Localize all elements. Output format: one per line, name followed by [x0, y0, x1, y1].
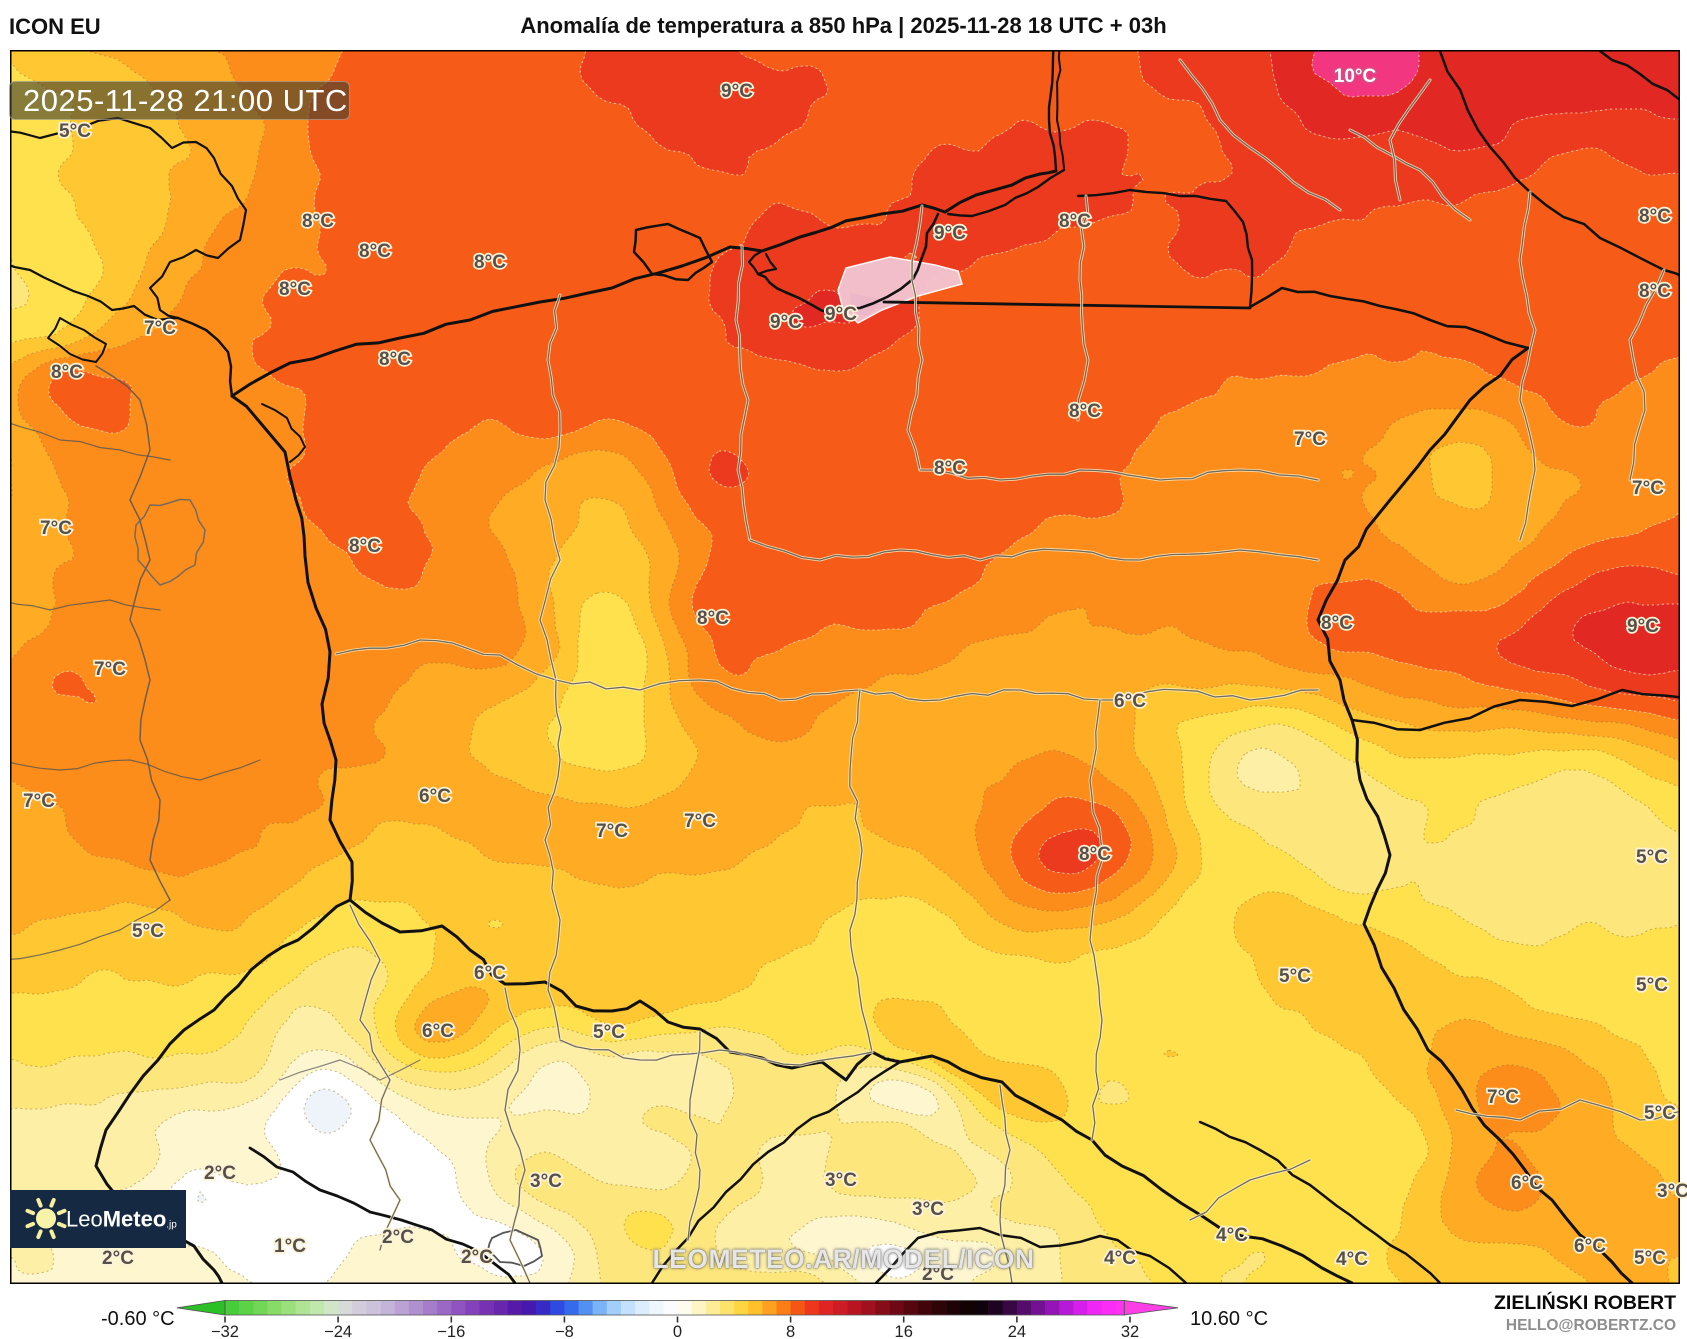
svg-text:10°C: 10°C [1334, 66, 1377, 87]
svg-text:4°C: 4°C [1336, 1249, 1368, 1270]
svg-text:6°C: 6°C [1114, 691, 1146, 712]
svg-text:8°C: 8°C [349, 536, 381, 557]
svg-text:4°C: 4°C [1216, 1225, 1248, 1246]
svg-text:3°C: 3°C [912, 1199, 944, 1220]
svg-text:2°C: 2°C [461, 1247, 493, 1268]
svg-text:3°C: 3°C [530, 1171, 562, 1192]
svg-text:6°C: 6°C [422, 1021, 454, 1042]
svg-text:−16: −16 [437, 1323, 465, 1339]
svg-text:8°C: 8°C [1069, 401, 1101, 422]
svg-text:8°C: 8°C [51, 362, 83, 383]
svg-text:8°C: 8°C [697, 608, 729, 629]
svg-text:5°C: 5°C [132, 921, 164, 942]
svg-text:9°C: 9°C [721, 81, 753, 102]
svg-text:8°C: 8°C [359, 241, 391, 262]
svg-text:7°C: 7°C [1487, 1087, 1519, 1108]
svg-text:LeoMeteo.jp: LeoMeteo.jp [66, 1207, 177, 1232]
svg-text:2°C: 2°C [382, 1227, 414, 1248]
svg-text:9°C: 9°C [825, 304, 857, 325]
svg-text:7°C: 7°C [596, 821, 628, 842]
svg-text:9°C: 9°C [1627, 616, 1659, 637]
svg-text:7°C: 7°C [684, 811, 716, 832]
svg-text:3°C: 3°C [1657, 1181, 1687, 1202]
svg-text:32: 32 [1121, 1323, 1139, 1339]
svg-text:6°C: 6°C [474, 963, 506, 984]
svg-text:24: 24 [1008, 1323, 1026, 1339]
svg-text:5°C: 5°C [1636, 975, 1668, 996]
svg-text:2°C: 2°C [204, 1163, 236, 1184]
svg-text:5°C: 5°C [1279, 966, 1311, 987]
svg-text:8°C: 8°C [1321, 613, 1353, 634]
svg-text:8°C: 8°C [1059, 211, 1091, 232]
svg-text:8°C: 8°C [1639, 206, 1671, 227]
svg-text:5°C: 5°C [1634, 1248, 1666, 1269]
svg-text:8°C: 8°C [379, 349, 411, 370]
svg-text:2°C: 2°C [922, 1264, 954, 1285]
svg-text:8°C: 8°C [934, 458, 966, 479]
svg-text:7°C: 7°C [144, 318, 176, 339]
svg-text:3°C: 3°C [825, 1170, 857, 1191]
svg-text:5°C: 5°C [1644, 1103, 1676, 1124]
svg-text:7°C: 7°C [1294, 429, 1326, 450]
svg-text:8°C: 8°C [302, 211, 334, 232]
svg-text:6°C: 6°C [419, 786, 451, 807]
svg-text:−8: −8 [555, 1323, 574, 1339]
svg-text:9°C: 9°C [770, 312, 802, 333]
svg-text:−32: −32 [211, 1323, 239, 1339]
svg-text:7°C: 7°C [1632, 478, 1664, 499]
svg-text:8: 8 [786, 1323, 795, 1339]
svg-text:7°C: 7°C [94, 659, 126, 680]
svg-text:6°C: 6°C [1574, 1236, 1606, 1257]
svg-text:8°C: 8°C [474, 252, 506, 273]
svg-text:2°C: 2°C [102, 1248, 134, 1269]
svg-text:8°C: 8°C [279, 279, 311, 300]
svg-text:5°C: 5°C [1636, 847, 1668, 868]
svg-text:4°C: 4°C [1104, 1248, 1136, 1269]
svg-text:0: 0 [673, 1323, 682, 1339]
svg-text:1°C: 1°C [274, 1236, 306, 1257]
svg-text:16: 16 [895, 1323, 913, 1339]
svg-text:7°C: 7°C [23, 791, 55, 812]
svg-text:−24: −24 [324, 1323, 352, 1339]
svg-text:8°C: 8°C [1079, 844, 1111, 865]
svg-text:6°C: 6°C [1511, 1173, 1543, 1194]
svg-text:5°C: 5°C [593, 1022, 625, 1043]
svg-text:7°C: 7°C [40, 518, 72, 539]
svg-text:9°C: 9°C [934, 223, 966, 244]
svg-text:5°C: 5°C [59, 121, 91, 142]
svg-text:8°C: 8°C [1639, 281, 1671, 302]
